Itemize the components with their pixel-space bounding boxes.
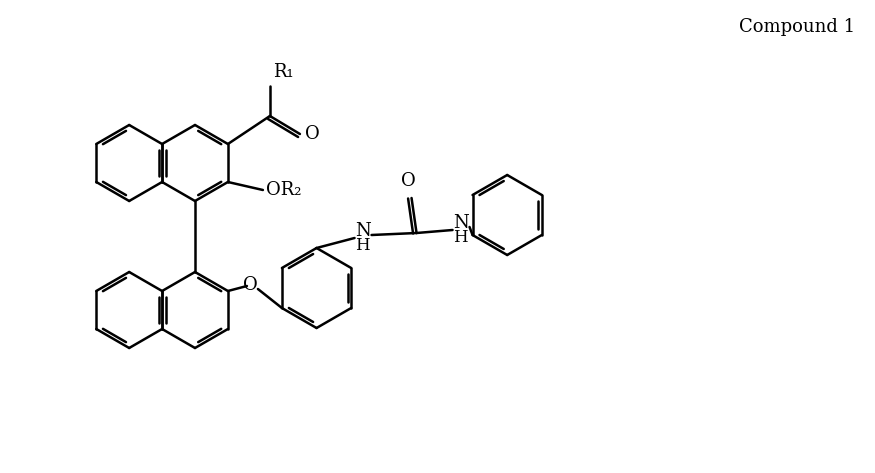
Text: OR₂: OR₂ [266,181,301,199]
Text: O: O [401,172,416,190]
Text: H: H [355,236,370,254]
Text: Compound 1: Compound 1 [738,18,855,36]
Text: R₁: R₁ [273,63,293,81]
Text: H: H [453,228,468,245]
Text: O: O [242,276,257,294]
Text: N: N [452,214,468,232]
Text: O: O [304,125,319,143]
Text: N: N [354,222,370,240]
